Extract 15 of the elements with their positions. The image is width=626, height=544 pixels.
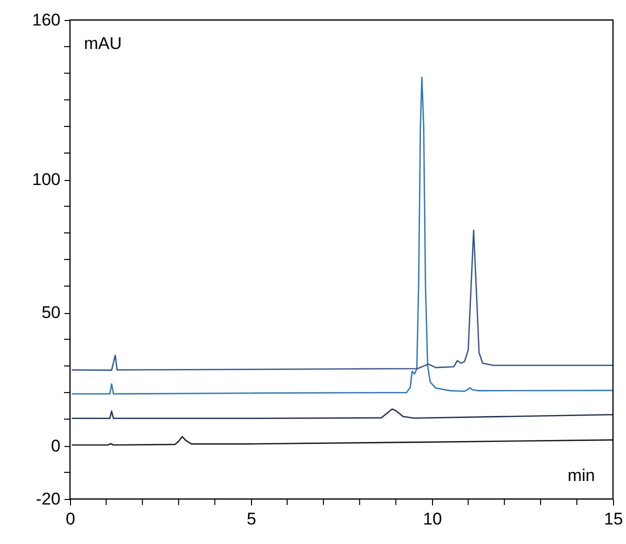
x-axis-title: min (568, 466, 595, 485)
line-series (71, 436, 614, 446)
line-series (71, 408, 614, 420)
line-series (71, 230, 614, 371)
x-tick-label: 10 (423, 510, 442, 528)
x-tick-label: 15 (604, 510, 623, 528)
y-axis-title: mAU (84, 34, 122, 53)
y-tick-label: 0 (51, 436, 60, 456)
y-tick-label: 100 (32, 170, 60, 190)
x-tick-label: 5 (246, 510, 256, 528)
y-tick-label: -20 (36, 490, 60, 508)
line-series (71, 76, 614, 395)
y-tick-label: 50 (42, 303, 60, 322)
y-tick-label: 160 (32, 10, 60, 30)
x-tick-label: 0 (66, 510, 76, 528)
